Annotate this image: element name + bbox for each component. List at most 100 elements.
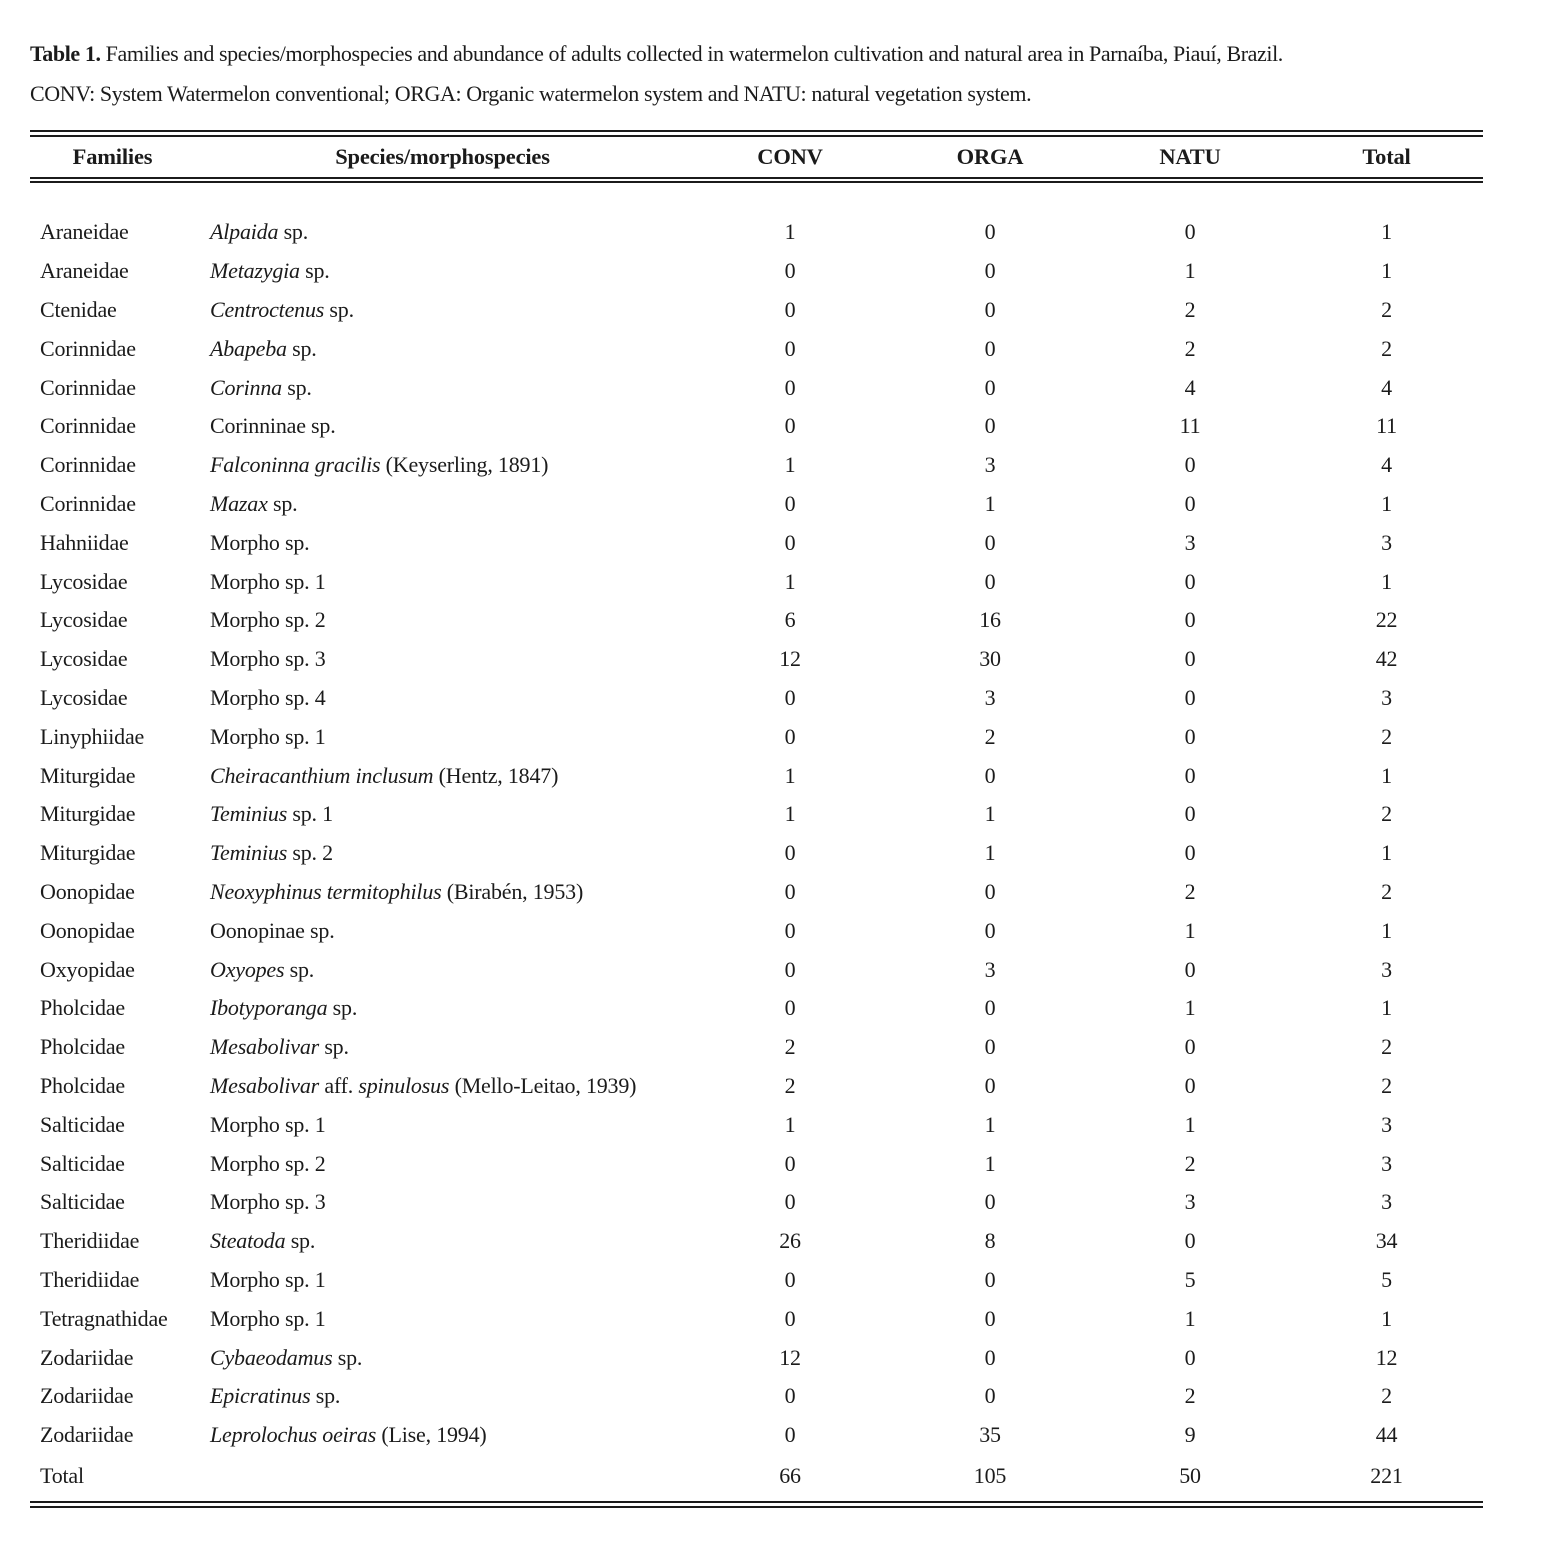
family-cell: Corinnidae — [40, 413, 136, 439]
orga-count-cell: 8 — [984, 1228, 996, 1254]
total-count-cell: 2 — [1381, 296, 1392, 322]
family-cell: Miturgidae — [40, 801, 136, 827]
species-name-regular: sp. — [327, 995, 358, 1021]
total-count-cell: 4 — [1381, 452, 1392, 478]
conv-count-cell: 0 — [784, 1189, 796, 1215]
family-cell: Lycosidae — [40, 607, 128, 633]
total-label: Total — [30, 1455, 195, 1508]
conv-count-cell: 0 — [784, 1150, 796, 1176]
species-name-regular: Corinninae sp. — [210, 413, 336, 439]
species-name-italic: Neoxyphinus termitophilus — [210, 878, 442, 904]
natu-count-cell: 9 — [1184, 1422, 1196, 1448]
conv-count-cell: 1 — [784, 1111, 796, 1137]
family-cell: Hahniidae — [40, 529, 129, 555]
natu-count-cell: 1 — [1184, 1305, 1196, 1331]
family-cell: Salticidae — [40, 1150, 125, 1176]
species-name-italic: Cheiracanthium inclusum — [210, 762, 434, 788]
species-name-regular: sp. 2 — [287, 840, 333, 866]
species-name-italic: Teminius — [210, 840, 288, 866]
species-cell: Morpho sp. 2 — [195, 601, 690, 640]
table-row: Zodariidae Leprolochus oeiras (Lise, 1994… — [30, 1416, 1483, 1455]
table-row: Tetragnathidae Morpho sp. 1 0 0 1 1 — [30, 1299, 1483, 1338]
total-count-cell: 5 — [1381, 1266, 1392, 1292]
species-name-regular: Morpho sp. 1 — [210, 1266, 326, 1292]
total-count-cell: 3 — [1381, 1111, 1392, 1137]
spacer-row — [30, 183, 1483, 213]
orga-count-cell: 0 — [984, 1072, 996, 1098]
species-cell: Abapeba sp. — [195, 329, 690, 368]
total-count-cell: 22 — [1375, 607, 1398, 633]
species-name-regular: (Birabén, 1953) — [441, 878, 584, 904]
conv-count-cell: 0 — [784, 296, 796, 322]
orga-count-cell: 0 — [984, 995, 996, 1021]
family-cell: Araneidae — [40, 219, 129, 245]
natu-count-cell: 2 — [1184, 1150, 1196, 1176]
family-cell: Salticidae — [40, 1111, 125, 1137]
orga-count-cell: 1 — [984, 840, 996, 866]
natu-count-cell: 0 — [1184, 607, 1196, 633]
conv-count-cell: 0 — [784, 1422, 796, 1448]
species-cell: Mazax sp. — [195, 485, 690, 524]
species-name-italic: Oxyopes — [210, 956, 285, 982]
col-header-orga: ORGA — [890, 137, 1090, 183]
total-natu-cell: 50 — [1090, 1455, 1290, 1508]
natu-count-cell: 0 — [1184, 1034, 1196, 1060]
species-name-regular: Morpho sp. 1 — [210, 723, 326, 749]
natu-count-cell: 0 — [1184, 762, 1196, 788]
col-header-conv: CONV — [690, 137, 890, 183]
natu-count-cell: 2 — [1184, 335, 1196, 361]
table-row: Pholcidae Mesabolivar sp. 2 0 0 2 — [30, 1028, 1483, 1067]
family-cell: Pholcidae — [40, 995, 125, 1021]
species-cell: Morpho sp. 2 — [195, 1144, 690, 1183]
conv-count-cell: 0 — [784, 684, 796, 710]
orga-count-cell: 0 — [984, 258, 996, 284]
family-cell: Corinnidae — [40, 452, 136, 478]
orga-count-cell: 1 — [984, 1111, 996, 1137]
family-cell: Tetragnathidae — [40, 1305, 168, 1331]
natu-count-cell: 4 — [1184, 374, 1196, 400]
conv-count-cell: 0 — [784, 878, 796, 904]
conv-count-cell: 1 — [784, 762, 796, 788]
conv-count-cell: 0 — [784, 1266, 796, 1292]
orga-count-cell: 0 — [984, 917, 996, 943]
conv-count-cell: 26 — [779, 1228, 801, 1254]
species-name-regular: sp. — [278, 219, 309, 245]
natu-count-cell: 2 — [1184, 878, 1196, 904]
total-count-cell: 2 — [1381, 723, 1392, 749]
natu-count-cell: 0 — [1184, 684, 1196, 710]
family-cell: Oonopidae — [40, 878, 135, 904]
species-name-regular: sp. — [285, 1228, 316, 1254]
total-count-cell: 2 — [1381, 1072, 1392, 1098]
table-row: Salticidae Morpho sp. 1 1 1 1 3 — [30, 1105, 1483, 1144]
species-cell: Oxyopes sp. — [195, 950, 690, 989]
species-name-regular: sp. — [310, 1383, 341, 1409]
species-name-regular: sp. — [324, 296, 354, 322]
species-cell: Morpho sp. 1 — [195, 1299, 690, 1338]
family-cell: Oxyopidae — [40, 956, 135, 982]
natu-count-cell: 1 — [1184, 917, 1196, 943]
species-cell: Mesabolivar sp. — [195, 1028, 690, 1067]
orga-count-cell: 0 — [984, 219, 996, 245]
conv-count-cell: 6 — [784, 607, 796, 633]
conv-count-cell: 0 — [784, 1305, 796, 1331]
conv-count-cell: 0 — [784, 413, 796, 439]
table-row: Theridiidae Morpho sp. 1 0 0 5 5 — [30, 1261, 1483, 1300]
species-cell: Leprolochus oeiras (Lise, 1994) — [195, 1416, 690, 1455]
table-header: Families Species/morphospecies CONV ORGA… — [30, 137, 1483, 183]
orga-count-cell: 0 — [984, 1305, 996, 1331]
family-cell: Corinnidae — [40, 490, 136, 516]
species-cell: Oonopinae sp. — [195, 911, 690, 950]
table-row: Theridiidae Steatoda sp. 26 8 0 34 — [30, 1222, 1483, 1261]
species-name-regular: aff. — [319, 1072, 359, 1098]
conv-count-cell: 0 — [784, 840, 796, 866]
species-name-regular: Morpho sp. 1 — [210, 1111, 326, 1137]
species-name-regular: Morpho sp. 1 — [210, 568, 326, 594]
table-body: Araneidae Alpaida sp. 1 0 0 1 Araneidae Metazyg… — [30, 183, 1483, 1455]
species-name-italic: Corinna — [210, 374, 282, 400]
table-row: Oonopidae Neoxyphinus termitophilus (Bira… — [30, 873, 1483, 912]
table-row: Lycosidae Morpho sp. 3 12 30 0 42 — [30, 640, 1483, 679]
species-name-regular: Oonopinae sp. — [210, 917, 335, 943]
conv-count-cell: 0 — [784, 529, 796, 555]
table-row: Corinnidae Corinna sp. 0 0 4 4 — [30, 368, 1483, 407]
species-name-regular: Morpho sp. 1 — [210, 1305, 326, 1331]
